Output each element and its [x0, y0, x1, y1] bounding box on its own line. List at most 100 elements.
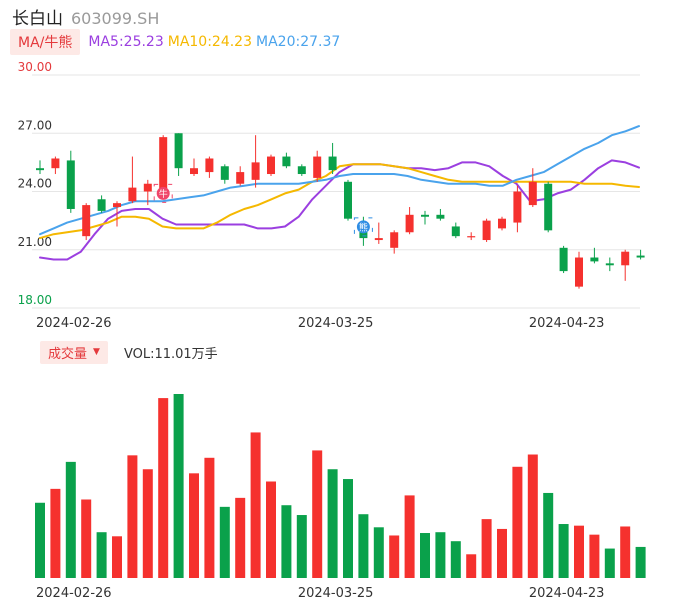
- bull-marker-icon: 牛: [153, 183, 173, 203]
- volume-bar: [50, 488, 61, 578]
- candle-body: [513, 191, 522, 223]
- candle-body: [344, 181, 352, 219]
- caret-down-icon: ▼: [93, 347, 100, 357]
- volume-bar: [497, 528, 507, 578]
- candle-body: [528, 181, 537, 206]
- candle-body: [544, 183, 553, 231]
- volume-bar: [635, 546, 646, 578]
- candle-body: [97, 199, 106, 211]
- marker-frame: [353, 217, 373, 237]
- marker-badge: [356, 220, 370, 234]
- volume-bar: [420, 533, 430, 578]
- volume-x-tick-label: 2024-04-23: [529, 586, 605, 601]
- volume-indicator-button[interactable]: 成交量 ▼: [40, 340, 108, 364]
- volume-bar: [112, 536, 122, 578]
- ma10-line: [39, 163, 640, 240]
- candle-body: [190, 168, 198, 175]
- price-y-axis: 30.00 27.00 24.00 21.00 18.00: [18, 60, 52, 307]
- candle-body: [128, 187, 137, 202]
- volume-bar: [373, 527, 384, 578]
- marker-label: 熊: [359, 221, 368, 233]
- candle-body: [313, 156, 322, 178]
- candle-body: [82, 205, 91, 237]
- volume-bar: [450, 541, 461, 578]
- candle-body: [451, 226, 460, 237]
- volume-bar: [574, 525, 584, 578]
- volume-bar: [312, 450, 323, 578]
- volume-bar: [250, 432, 261, 578]
- volume-bar: [604, 548, 615, 578]
- candle-body: [405, 214, 414, 233]
- candle-body: [605, 263, 614, 266]
- volume-bar: [35, 502, 45, 578]
- stock-header: 长白山 603099.SH: [12, 4, 160, 29]
- candle-body: [51, 158, 60, 169]
- volume-bar: [543, 492, 554, 578]
- volume-bar: [481, 519, 492, 578]
- ma-lines: [39, 125, 640, 261]
- candle-body: [390, 232, 399, 248]
- candle-body: [220, 166, 229, 180]
- candle-body: [590, 257, 599, 262]
- volume-bar: [142, 469, 153, 578]
- candle-body: [636, 255, 645, 258]
- volume-bar: [204, 457, 215, 578]
- volume-bar: [189, 473, 199, 578]
- volume-bar: [527, 454, 538, 578]
- stock-code: 603099.SH: [71, 9, 160, 28]
- candlesticks: [36, 133, 645, 289]
- volume-bar: [589, 534, 600, 578]
- candle-body: [575, 257, 583, 287]
- volume-bars: [35, 394, 646, 578]
- volume-bar: [296, 515, 307, 578]
- volume-bar: [358, 514, 369, 578]
- volume-bar: [435, 532, 446, 578]
- y-tick-label: 24.00: [18, 177, 52, 191]
- candle-body: [113, 203, 121, 208]
- candle-body: [498, 218, 506, 229]
- ma20-line: [39, 125, 640, 236]
- ma5-line: [39, 159, 640, 261]
- marker-badge: [156, 186, 170, 200]
- candle-body: [559, 247, 568, 272]
- volume-bar: [620, 526, 631, 578]
- volume-bar: [389, 535, 400, 578]
- stock-name: 长白山: [12, 9, 63, 29]
- price-x-axis: 2024-02-26 2024-03-25 2024-04-23: [36, 316, 604, 331]
- candle-body: [328, 156, 337, 171]
- bear-marker-icon: 熊: [353, 217, 373, 237]
- marker-label: 牛: [159, 188, 168, 200]
- candle-body: [482, 220, 491, 241]
- candle-body: [267, 156, 275, 175]
- ma-legend: MA/牛熊 MA5:25.23 MA10:24.23 MA20:27.37: [10, 29, 344, 55]
- volume-bar: [219, 506, 230, 578]
- x-tick-label: 2024-04-23: [529, 316, 605, 331]
- marker-frame: [153, 183, 173, 203]
- volume-bar: [158, 398, 169, 578]
- ma-indicator-button[interactable]: MA/牛熊: [10, 29, 81, 55]
- ma10-label: MA10:24.23: [167, 34, 253, 50]
- candle-body: [174, 133, 183, 169]
- candle-body: [205, 158, 214, 173]
- candle-body: [36, 168, 44, 171]
- candle-body: [297, 166, 306, 175]
- candle-body: [421, 214, 429, 217]
- volume-bar: [327, 469, 338, 578]
- candle-body: [236, 172, 245, 184]
- volume-indicator-label: 成交量: [48, 346, 88, 362]
- volume-bar: [266, 481, 276, 578]
- volume-bar: [281, 505, 292, 578]
- volume-bar: [512, 466, 523, 578]
- candle-body: [621, 251, 630, 266]
- candle-body: [159, 137, 168, 190]
- volume-x-tick-label: 2024-02-26: [36, 586, 112, 601]
- candle-body: [374, 238, 383, 241]
- candle-body: [143, 183, 152, 192]
- candle-body: [436, 214, 445, 219]
- signal-markers: 牛熊: [153, 183, 373, 237]
- volume-x-tick-label: 2024-03-25: [298, 586, 374, 601]
- x-tick-label: 2024-03-25: [298, 316, 374, 331]
- volume-bar: [96, 532, 107, 578]
- volume-bar: [127, 455, 138, 578]
